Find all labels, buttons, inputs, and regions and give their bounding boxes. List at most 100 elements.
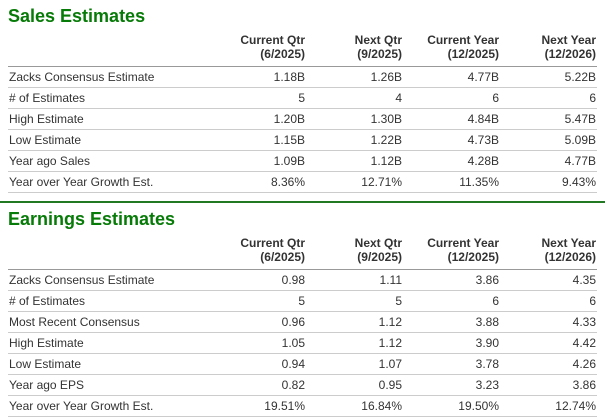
cell-value: 5.47B	[500, 108, 597, 130]
cell-value: 0.94	[209, 353, 306, 375]
column-header-label: Next Year	[541, 32, 597, 47]
column-header-label: Current Qtr	[240, 32, 305, 47]
cell-value: 0.95	[306, 374, 403, 396]
cell-value: 5	[209, 87, 306, 109]
cell-value: 5	[306, 290, 403, 312]
section-divider	[0, 200, 605, 203]
cell-value: 3.23	[403, 374, 500, 396]
cell-value: 1.15B	[209, 129, 306, 151]
cell-value: 1.09B	[209, 150, 306, 172]
row-label: Year over Year Growth Est.	[8, 395, 209, 417]
cell-value: 1.20B	[209, 108, 306, 130]
earnings-row-zacks-consensus-estimate: Zacks Consensus Estimate 0.98 1.11 3.86 4.35	[8, 269, 597, 291]
cell-value: 4.26	[500, 353, 597, 375]
cell-value: 5	[209, 290, 306, 312]
row-label-header	[8, 30, 209, 67]
earnings-row-high-estimate: High Estimate 1.05 1.12 3.90 4.42	[8, 332, 597, 354]
row-label: # of Estimates	[8, 290, 209, 312]
cell-value: 6	[500, 290, 597, 312]
cell-value: 1.18B	[209, 66, 306, 88]
cell-value: 4.33	[500, 311, 597, 333]
earnings-estimates-section: Earnings Estimates Current Qtr (6/2025) Ne…	[0, 208, 605, 417]
row-label: Zacks Consensus Estimate	[8, 269, 209, 291]
cell-value: 5.09B	[500, 129, 597, 151]
sales-estimates-title: Sales Estimates	[8, 6, 146, 26]
cell-value: 1.11	[306, 269, 403, 291]
cell-value: 6	[403, 290, 500, 312]
cell-value: 1.12B	[306, 150, 403, 172]
row-label: Most Recent Consensus	[8, 311, 209, 333]
cell-value: 11.35%	[403, 171, 500, 193]
earnings-estimates-title: Earnings Estimates	[8, 208, 176, 229]
column-header-period: (12/2026)	[544, 249, 596, 264]
cell-value: 4.84B	[403, 108, 500, 130]
column-header-period: (12/2025)	[447, 46, 499, 61]
sales-header-row: Current Qtr (6/2025) Next Qtr (9/2025) Curre…	[8, 30, 597, 67]
cell-value: 5.22B	[500, 66, 597, 88]
sales-row-year-over-year-growth-est: Year over Year Growth Est. 8.36% 12.71% 11.…	[8, 171, 597, 193]
cell-value: 3.78	[403, 353, 500, 375]
column-header-next-qtr: Next Qtr (9/2025)	[306, 233, 403, 270]
earnings-estimates-table: Current Qtr (6/2025) Next Qtr (9/2025) Curre…	[8, 233, 597, 417]
row-label: Low Estimate	[8, 353, 209, 375]
earnings-row-low-estimate: Low Estimate 0.94 1.07 3.78 4.26	[8, 353, 597, 375]
cell-value: 12.74%	[500, 395, 597, 417]
column-header-label: Next Qtr	[354, 235, 402, 250]
sales-row-year-ago-sales: Year ago Sales 1.09B 1.12B 4.28B 4.77B	[8, 150, 597, 172]
cell-value: 1.26B	[306, 66, 403, 88]
column-header-current-qtr: Current Qtr (6/2025)	[209, 30, 306, 67]
cell-value: 8.36%	[209, 171, 306, 193]
cell-value: 4.35	[500, 269, 597, 291]
cell-value: 12.71%	[306, 171, 403, 193]
row-label: Year ago EPS	[8, 374, 209, 396]
column-header-label: Next Qtr	[354, 32, 402, 47]
sales-estimates-section: Sales Estimates Current Qtr (6/2025) Next …	[0, 6, 605, 193]
column-header-label: Next Year	[541, 235, 597, 250]
sales-row-of-estimates: # of Estimates 5 4 6 6	[8, 87, 597, 109]
column-header-next-year: Next Year (12/2026)	[500, 233, 597, 270]
column-header-period: (9/2025)	[357, 249, 402, 264]
cell-value: 4.28B	[403, 150, 500, 172]
row-label: # of Estimates	[8, 87, 209, 109]
earnings-row-most-recent-consensus: Most Recent Consensus 0.96 1.12 3.88 4.33	[8, 311, 597, 333]
cell-value: 3.86	[403, 269, 500, 291]
row-label: Year ago Sales	[8, 150, 209, 172]
row-label: Year over Year Growth Est.	[8, 171, 209, 193]
row-label: Zacks Consensus Estimate	[8, 66, 209, 88]
column-header-label: Current Year	[427, 235, 499, 250]
cell-value: 4.42	[500, 332, 597, 354]
sales-row-low-estimate: Low Estimate 1.15B 1.22B 4.73B 5.09B	[8, 129, 597, 151]
cell-value: 0.96	[209, 311, 306, 333]
cell-value: 1.12	[306, 332, 403, 354]
cell-value: 3.90	[403, 332, 500, 354]
column-header-label: Current Year	[427, 32, 499, 47]
column-header-next-qtr: Next Qtr (9/2025)	[306, 30, 403, 67]
column-header-current-year: Current Year (12/2025)	[403, 233, 500, 270]
cell-value: 1.22B	[306, 129, 403, 151]
sales-row-zacks-consensus-estimate: Zacks Consensus Estimate 1.18B 1.26B 4.77B 5…	[8, 66, 597, 88]
sales-estimates-table: Current Qtr (6/2025) Next Qtr (9/2025) Curre…	[8, 30, 597, 193]
row-label: Low Estimate	[8, 129, 209, 151]
column-header-next-year: Next Year (12/2026)	[500, 30, 597, 67]
column-header-current-year: Current Year (12/2025)	[403, 30, 500, 67]
column-header-period: (9/2025)	[357, 46, 402, 61]
earnings-row-year-over-year-growth-est: Year over Year Growth Est. 19.51% 16.84% 19…	[8, 395, 597, 417]
cell-value: 1.05	[209, 332, 306, 354]
cell-value: 0.98	[209, 269, 306, 291]
row-label: High Estimate	[8, 108, 209, 130]
cell-value: 4.77B	[403, 66, 500, 88]
column-header-period: (6/2025)	[260, 249, 305, 264]
cell-value: 4	[306, 87, 403, 109]
cell-value: 4.73B	[403, 129, 500, 151]
cell-value: 3.88	[403, 311, 500, 333]
column-header-current-qtr: Current Qtr (6/2025)	[209, 233, 306, 270]
cell-value: 1.12	[306, 311, 403, 333]
earnings-row-of-estimates: # of Estimates 5 5 6 6	[8, 290, 597, 312]
column-header-period: (6/2025)	[260, 46, 305, 61]
cell-value: 1.07	[306, 353, 403, 375]
sales-row-high-estimate: High Estimate 1.20B 1.30B 4.84B 5.47B	[8, 108, 597, 130]
row-label: High Estimate	[8, 332, 209, 354]
column-header-period: (12/2026)	[544, 46, 596, 61]
cell-value: 4.77B	[500, 150, 597, 172]
cell-value: 19.51%	[209, 395, 306, 417]
